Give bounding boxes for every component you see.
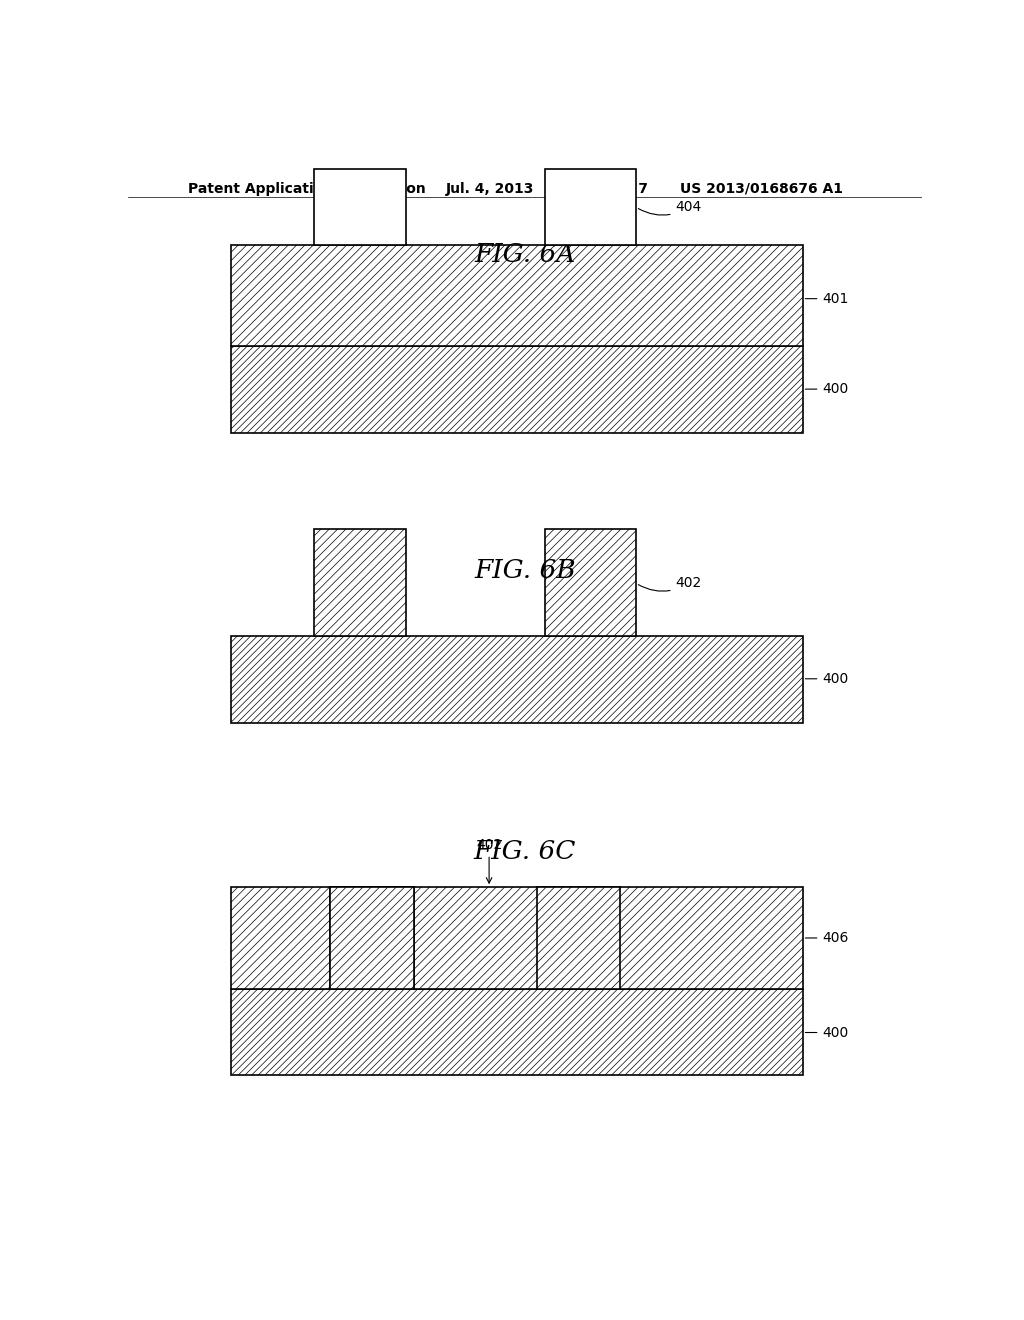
Bar bbox=[331, 887, 414, 989]
Text: Patent Application Publication: Patent Application Publication bbox=[187, 182, 425, 195]
Text: US 2013/0168676 A1: US 2013/0168676 A1 bbox=[680, 182, 843, 195]
Text: 400: 400 bbox=[805, 672, 849, 686]
Text: 400: 400 bbox=[805, 381, 849, 396]
Text: FIG. 6B: FIG. 6B bbox=[474, 557, 575, 582]
Bar bbox=[545, 169, 636, 244]
Bar bbox=[314, 169, 406, 244]
Bar bbox=[331, 887, 414, 989]
Bar bbox=[231, 244, 803, 346]
Text: 406: 406 bbox=[805, 931, 849, 945]
Bar bbox=[231, 887, 803, 989]
Text: 400: 400 bbox=[805, 1026, 849, 1040]
Text: Sheet 7 of 7: Sheet 7 of 7 bbox=[553, 182, 647, 195]
Bar bbox=[231, 346, 803, 433]
Text: 402: 402 bbox=[638, 577, 701, 591]
Text: 402: 402 bbox=[476, 838, 502, 883]
Text: 401: 401 bbox=[805, 292, 849, 306]
Text: FIG. 6C: FIG. 6C bbox=[474, 840, 575, 865]
Bar bbox=[537, 887, 620, 989]
Bar bbox=[537, 887, 620, 989]
Text: Jul. 4, 2013: Jul. 4, 2013 bbox=[445, 182, 534, 195]
Text: 404: 404 bbox=[638, 201, 701, 215]
Text: FIG. 6A: FIG. 6A bbox=[474, 243, 575, 268]
Bar bbox=[314, 529, 406, 636]
Bar bbox=[331, 887, 414, 989]
Bar bbox=[231, 989, 803, 1076]
Bar bbox=[545, 529, 636, 636]
Bar bbox=[231, 636, 803, 722]
